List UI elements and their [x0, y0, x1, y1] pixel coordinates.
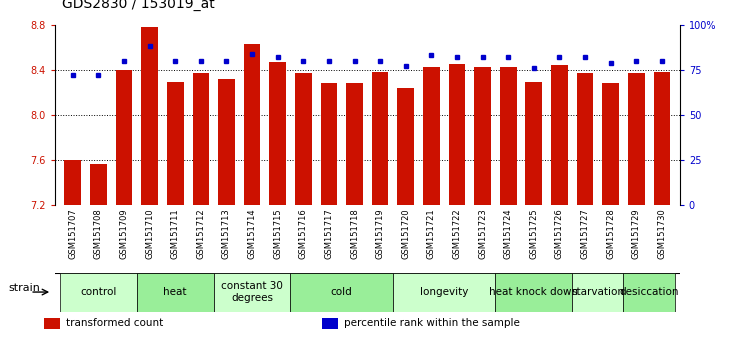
Bar	[44, 318, 60, 329]
Bar	[393, 273, 496, 312]
Text: control: control	[80, 287, 116, 297]
Bar	[577, 73, 594, 205]
Text: constant 30
degrees: constant 30 degrees	[221, 281, 283, 303]
Bar	[115, 70, 132, 205]
Bar	[372, 72, 388, 205]
Text: heat knock down: heat knock down	[489, 287, 578, 297]
Text: heat: heat	[164, 287, 187, 297]
Bar	[526, 82, 542, 205]
Bar	[60, 273, 137, 312]
Text: GSM151712: GSM151712	[197, 209, 205, 259]
Text: GSM151709: GSM151709	[119, 209, 129, 259]
Text: GSM151729: GSM151729	[632, 209, 641, 259]
Bar	[141, 27, 158, 205]
Bar	[551, 65, 568, 205]
Text: desiccation: desiccation	[619, 287, 679, 297]
Text: GSM151718: GSM151718	[350, 209, 359, 259]
Text: GSM151708: GSM151708	[94, 209, 103, 259]
Bar	[602, 84, 619, 205]
Bar	[64, 160, 81, 205]
Bar	[496, 273, 572, 312]
Bar	[624, 273, 675, 312]
Text: GSM151722: GSM151722	[452, 209, 461, 259]
Bar	[321, 84, 337, 205]
Bar	[628, 73, 645, 205]
Text: longevity: longevity	[420, 287, 469, 297]
Bar	[346, 84, 363, 205]
Text: GSM151723: GSM151723	[478, 209, 487, 259]
Text: GSM151730: GSM151730	[657, 209, 667, 259]
Text: GSM151720: GSM151720	[401, 209, 410, 259]
Bar	[218, 79, 235, 205]
Bar	[167, 82, 183, 205]
Bar	[500, 67, 517, 205]
Text: GSM151715: GSM151715	[273, 209, 282, 259]
Text: GDS2830 / 153019_at: GDS2830 / 153019_at	[62, 0, 215, 11]
Bar	[295, 73, 311, 205]
Bar	[474, 67, 491, 205]
Bar	[654, 72, 670, 205]
Bar	[243, 44, 260, 205]
Bar	[192, 73, 209, 205]
Text: GSM151707: GSM151707	[68, 209, 77, 259]
Text: strain: strain	[8, 283, 40, 293]
Text: GSM151727: GSM151727	[580, 209, 590, 259]
Bar	[213, 273, 290, 312]
Text: GSM151719: GSM151719	[376, 209, 385, 259]
Text: GSM151714: GSM151714	[248, 209, 257, 259]
Text: GSM151711: GSM151711	[171, 209, 180, 259]
Bar	[449, 64, 466, 205]
Bar	[572, 273, 624, 312]
Text: percentile rank within the sample: percentile rank within the sample	[344, 318, 520, 329]
Text: starvation: starvation	[572, 287, 624, 297]
Text: GSM151724: GSM151724	[504, 209, 512, 259]
Text: GSM151721: GSM151721	[427, 209, 436, 259]
Text: cold: cold	[331, 287, 352, 297]
Bar	[322, 318, 338, 329]
Text: GSM151713: GSM151713	[222, 209, 231, 259]
Text: GSM151710: GSM151710	[145, 209, 154, 259]
Bar	[137, 273, 213, 312]
Text: GSM151717: GSM151717	[325, 209, 333, 259]
Bar	[90, 164, 107, 205]
Bar	[290, 273, 393, 312]
Text: GSM151716: GSM151716	[299, 209, 308, 259]
Text: transformed count: transformed count	[66, 318, 163, 329]
Text: GSM151728: GSM151728	[606, 209, 616, 259]
Text: GSM151725: GSM151725	[529, 209, 538, 259]
Bar	[398, 88, 414, 205]
Bar	[423, 67, 439, 205]
Bar	[269, 62, 286, 205]
Text: GSM151726: GSM151726	[555, 209, 564, 259]
